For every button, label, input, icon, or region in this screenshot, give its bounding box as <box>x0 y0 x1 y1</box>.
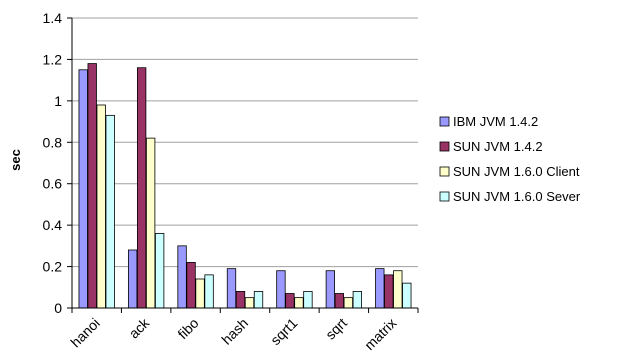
bars <box>78 63 412 309</box>
bar-fibo-4 <box>204 274 214 309</box>
x-tick-label: matrix <box>361 315 399 353</box>
bar-hanoi-1 <box>78 69 88 309</box>
bar-sqrt-2 <box>334 293 345 309</box>
y-tick-label: 1 <box>54 93 62 109</box>
legend-label: SUN JVM 1.4.2 <box>453 139 543 154</box>
bar-hash-4 <box>253 291 264 309</box>
bar-hash-3 <box>244 297 255 309</box>
legend-swatch <box>439 166 450 177</box>
bar-ack-2 <box>136 67 147 309</box>
legend: IBM JVM 1.4.2 SUN JVM 1.4.2 SUN JVM 1.6.0 … <box>439 114 581 204</box>
legend-swatch <box>439 116 450 127</box>
y-tick-label: 0.6 <box>43 176 63 192</box>
bar-hash-1 <box>226 268 237 309</box>
bar-hanoi-2 <box>87 63 97 309</box>
y-axis-label: sec <box>8 149 23 171</box>
x-tick-label: fibo <box>174 315 201 342</box>
bar-matrix-4 <box>402 282 412 309</box>
bar-hash-2 <box>235 291 246 309</box>
bar-ack-4 <box>154 233 165 309</box>
y-tick-label: 1.4 <box>43 10 63 26</box>
legend-label: IBM JVM 1.4.2 <box>453 114 538 129</box>
x-tick-label: ack <box>126 314 153 341</box>
y-tick-label: 0 <box>54 300 62 316</box>
axes <box>67 17 419 313</box>
bar-sqrt1-3 <box>294 297 304 309</box>
x-tick-label: sqrt <box>322 315 350 343</box>
x-tick-label: hash <box>218 315 251 348</box>
bar-sqrt1-4 <box>303 291 313 309</box>
bar-sqrt-3 <box>343 297 354 309</box>
x-tick-label: hanoi <box>67 315 103 351</box>
x-tick-labels: hanoi ack fibo hash sqrt1 sqrt matrix <box>67 314 399 353</box>
bar-fibo-1 <box>177 245 187 309</box>
y-tick-label: 1.2 <box>43 51 63 67</box>
bar-fibo-3 <box>195 278 205 309</box>
bar-ack-3 <box>145 137 156 309</box>
bar-matrix-2 <box>384 274 394 309</box>
grid-lines <box>72 17 418 268</box>
y-tick-label: 0.8 <box>43 134 63 150</box>
bar-sqrt1-2 <box>285 293 295 309</box>
bar-hanoi-3 <box>96 104 106 309</box>
bar-fibo-2 <box>186 262 196 309</box>
y-tick-label: 0.4 <box>43 217 63 233</box>
bar-sqrt-4 <box>352 291 363 309</box>
bar-sqrt-1 <box>325 270 336 309</box>
legend-label: SUN JVM 1.6.0 Sever <box>453 189 581 204</box>
x-tick-label: sqrt1 <box>267 315 300 348</box>
bar-sqrt1-1 <box>276 270 286 309</box>
bar-matrix-3 <box>393 270 403 309</box>
legend-label: SUN JVM 1.6.0 Client <box>453 164 580 179</box>
bar-matrix-1 <box>375 268 385 309</box>
legend-swatch <box>439 191 450 202</box>
bar-hanoi-4 <box>105 114 115 309</box>
bar-ack-1 <box>127 249 138 309</box>
y-tick-label: 0.2 <box>43 259 63 275</box>
y-tick-labels: 0 0.2 0.4 0.6 0.8 1 1.2 1.4 <box>43 10 63 316</box>
legend-swatch <box>439 141 450 152</box>
